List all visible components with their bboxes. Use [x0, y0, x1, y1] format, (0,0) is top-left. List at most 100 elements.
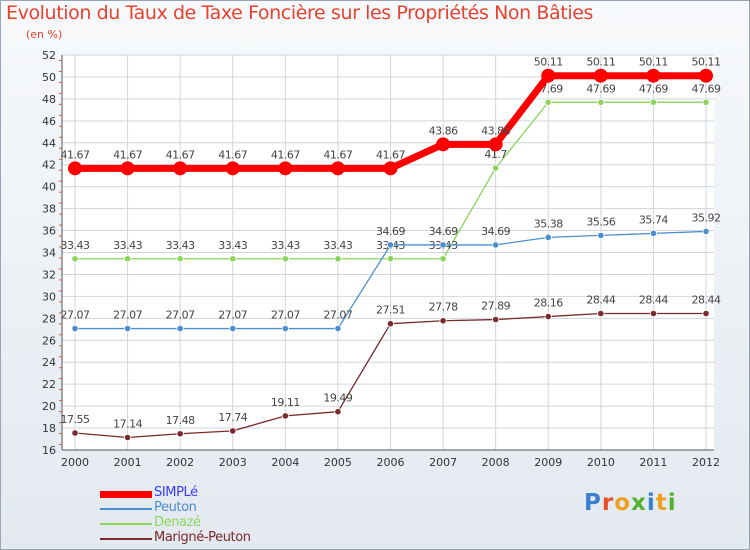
y-tick-label: 18 [42, 422, 56, 435]
data-point [597, 231, 605, 239]
data-point [225, 161, 240, 176]
data-label: 33.43 [323, 239, 352, 252]
data-point [702, 227, 710, 236]
legend-label: Denazé [154, 515, 201, 530]
data-label: 43.86 [429, 124, 458, 137]
data-point [176, 430, 184, 438]
chart-title: Evolution du Taux de Taxe Foncière sur l… [6, 2, 594, 24]
data-label: 17.14 [113, 417, 142, 430]
data-point [597, 98, 605, 106]
y-tick-label: 50 [42, 71, 56, 84]
series-peuton: 27.07 27.07 27.07 27.07 27.07 27.07 34.69 34.69… [61, 211, 721, 333]
data-point [229, 255, 237, 263]
legend-swatch [100, 508, 152, 510]
data-point [439, 255, 447, 263]
legend-swatch [100, 490, 152, 498]
legend-label: Marigné-Peuton [154, 530, 251, 545]
data-point [334, 324, 342, 333]
data-point [330, 161, 345, 176]
data-point [439, 241, 447, 249]
data-label: 41.67 [271, 148, 300, 161]
data-point [281, 412, 289, 420]
data-label: 27.89 [481, 300, 510, 313]
proxiti-logo: Proxiti [584, 490, 677, 516]
series-marign-peuton: 17.55 17.14 17.48 17.74 19.11 19.49 27.51 27.78… [61, 294, 721, 442]
data-point [68, 161, 82, 176]
data-point [281, 255, 289, 263]
data-point [123, 255, 132, 263]
data-point [544, 98, 552, 106]
legend-label: SIMPLé [154, 485, 198, 500]
legend-swatch [100, 523, 152, 525]
data-label: 41.67 [323, 148, 352, 161]
data-point [702, 309, 710, 318]
data-label: 28.44 [639, 294, 668, 307]
y-tick-label: 44 [42, 137, 56, 150]
x-tick-label: 2001 [114, 456, 142, 469]
data-label: 43.86 [481, 124, 510, 137]
data-point [597, 309, 605, 318]
y-tick-label: 28 [42, 312, 56, 325]
data-point [71, 255, 79, 263]
data-label: 33.43 [218, 239, 247, 252]
data-label: 17.55 [61, 413, 90, 426]
x-tick-label: 2010 [587, 456, 615, 469]
y-tick-label: 30 [42, 290, 56, 303]
data-label: 19.11 [271, 396, 300, 409]
data-point [699, 68, 713, 83]
data-point [71, 429, 79, 437]
data-point [383, 161, 398, 176]
data-label: 33.43 [61, 239, 90, 252]
x-tick-label: 2005 [324, 456, 352, 469]
data-label: 50.11 [586, 56, 615, 69]
logo-letter: i [646, 490, 656, 516]
y-tick-label: 40 [42, 181, 56, 194]
data-point [281, 324, 289, 333]
data-point [646, 68, 661, 83]
data-point [386, 255, 395, 263]
data-label: 50.11 [639, 56, 668, 69]
data-label: 33.43 [113, 239, 142, 252]
data-label: 50.11 [692, 56, 721, 69]
y-tick-label: 52 [42, 49, 56, 62]
data-label: 35.92 [692, 211, 721, 224]
data-label: 41.67 [166, 148, 195, 161]
data-point [71, 324, 79, 333]
logo-letter: i [667, 490, 677, 516]
data-label: 41.67 [218, 148, 247, 161]
data-point [278, 161, 293, 176]
data-point [541, 68, 556, 83]
x-tick-label: 2003 [219, 456, 247, 469]
data-label: 35.56 [586, 215, 615, 228]
data-label: 17.48 [166, 414, 195, 427]
logo-letter: P [584, 490, 602, 516]
y-tick-label: 26 [42, 334, 56, 347]
y-tick-label: 32 [42, 268, 56, 281]
data-point [649, 309, 658, 318]
y-tick-label: 36 [42, 225, 56, 238]
x-tick-label: 2007 [429, 456, 457, 469]
data-label: 47.69 [639, 82, 668, 95]
data-label: 27.07 [271, 309, 300, 322]
y-tick-label: 46 [42, 115, 56, 128]
data-label: 34.69 [429, 225, 458, 238]
series-denaz-: 33.4333.4333.4333.4333.4333.4333.4333.43… [61, 82, 721, 263]
data-point [649, 229, 658, 238]
y-tick-label: 22 [42, 378, 56, 391]
chart-unit-label: (en %) [26, 28, 63, 41]
data-point [123, 433, 132, 442]
data-point [176, 255, 184, 263]
x-tick-label: 2002 [166, 456, 194, 469]
legend-swatch [100, 538, 152, 540]
data-point [492, 164, 500, 172]
data-point [120, 161, 135, 176]
logo-letter: x [631, 490, 647, 516]
logo-letter: o [614, 490, 632, 516]
data-label: 35.38 [534, 217, 563, 230]
y-tick-label: 42 [42, 159, 56, 172]
data-point [229, 324, 237, 333]
data-label: 33.43 [271, 239, 300, 252]
data-label: 27.07 [218, 309, 247, 322]
data-label: 27.51 [376, 304, 405, 317]
